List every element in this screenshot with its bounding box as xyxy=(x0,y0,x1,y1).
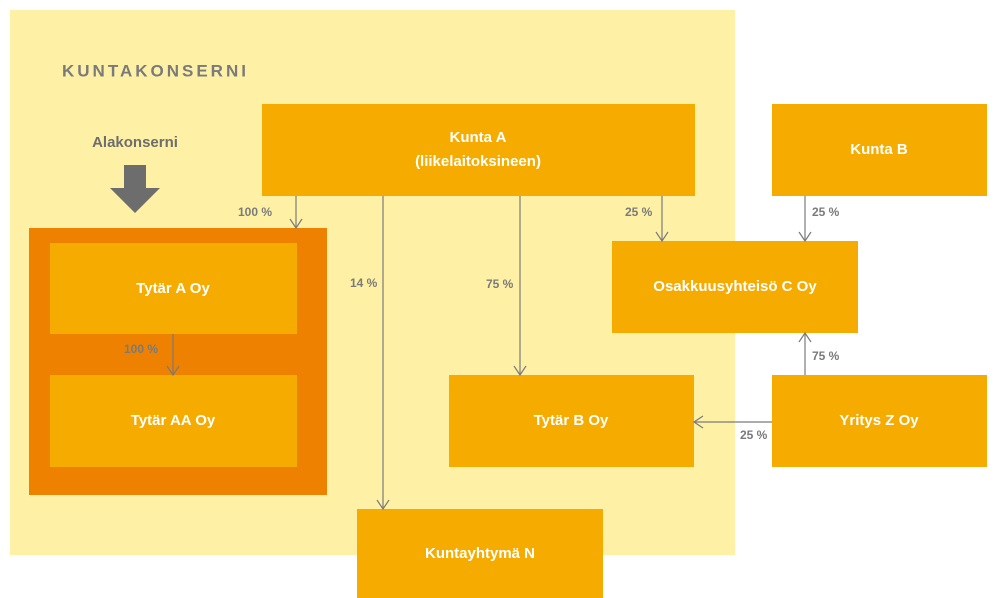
edge xyxy=(376,196,390,511)
node-sublabel: (liikelaitoksineen) xyxy=(415,153,541,170)
node-label: Tytär AA Oy xyxy=(131,412,216,429)
edge-label: 25 % xyxy=(625,205,653,219)
edge-label: 75 % xyxy=(812,349,840,363)
node xyxy=(50,375,297,467)
edge-label: 14 % xyxy=(350,276,378,290)
node-label: Yritys Z Oy xyxy=(839,412,919,429)
node xyxy=(772,104,987,196)
group-title: KUNTAKONSERNI xyxy=(62,61,249,80)
node-label: Tytär A Oy xyxy=(136,280,210,297)
edge-label: 25 % xyxy=(812,205,840,219)
node-label: Osakkuusyhteisö C Oy xyxy=(653,278,817,295)
edge-label: 75 % xyxy=(486,277,514,291)
node xyxy=(357,509,603,598)
edge xyxy=(798,331,812,375)
node-label: Kunta B xyxy=(850,141,908,158)
node xyxy=(50,243,297,334)
edges xyxy=(166,196,812,511)
edge xyxy=(692,415,772,429)
edge xyxy=(798,196,812,243)
node xyxy=(612,241,858,333)
edge-label: 100 % xyxy=(124,342,158,356)
edge xyxy=(513,196,527,377)
subgroup-arrow xyxy=(110,165,160,213)
edge xyxy=(655,196,669,243)
subgroup-label: Alakonserni xyxy=(92,134,178,151)
node xyxy=(262,104,695,196)
edge-label: 100 % xyxy=(238,205,272,219)
node xyxy=(772,375,987,467)
edge xyxy=(166,334,180,377)
edge xyxy=(289,196,303,230)
edge-label: 25 % xyxy=(740,428,768,442)
node xyxy=(449,375,694,467)
node-label: Kunta A xyxy=(450,129,507,146)
node-label: Tytär B Oy xyxy=(534,412,609,429)
node-label: Kuntayhtymä N xyxy=(425,545,535,562)
